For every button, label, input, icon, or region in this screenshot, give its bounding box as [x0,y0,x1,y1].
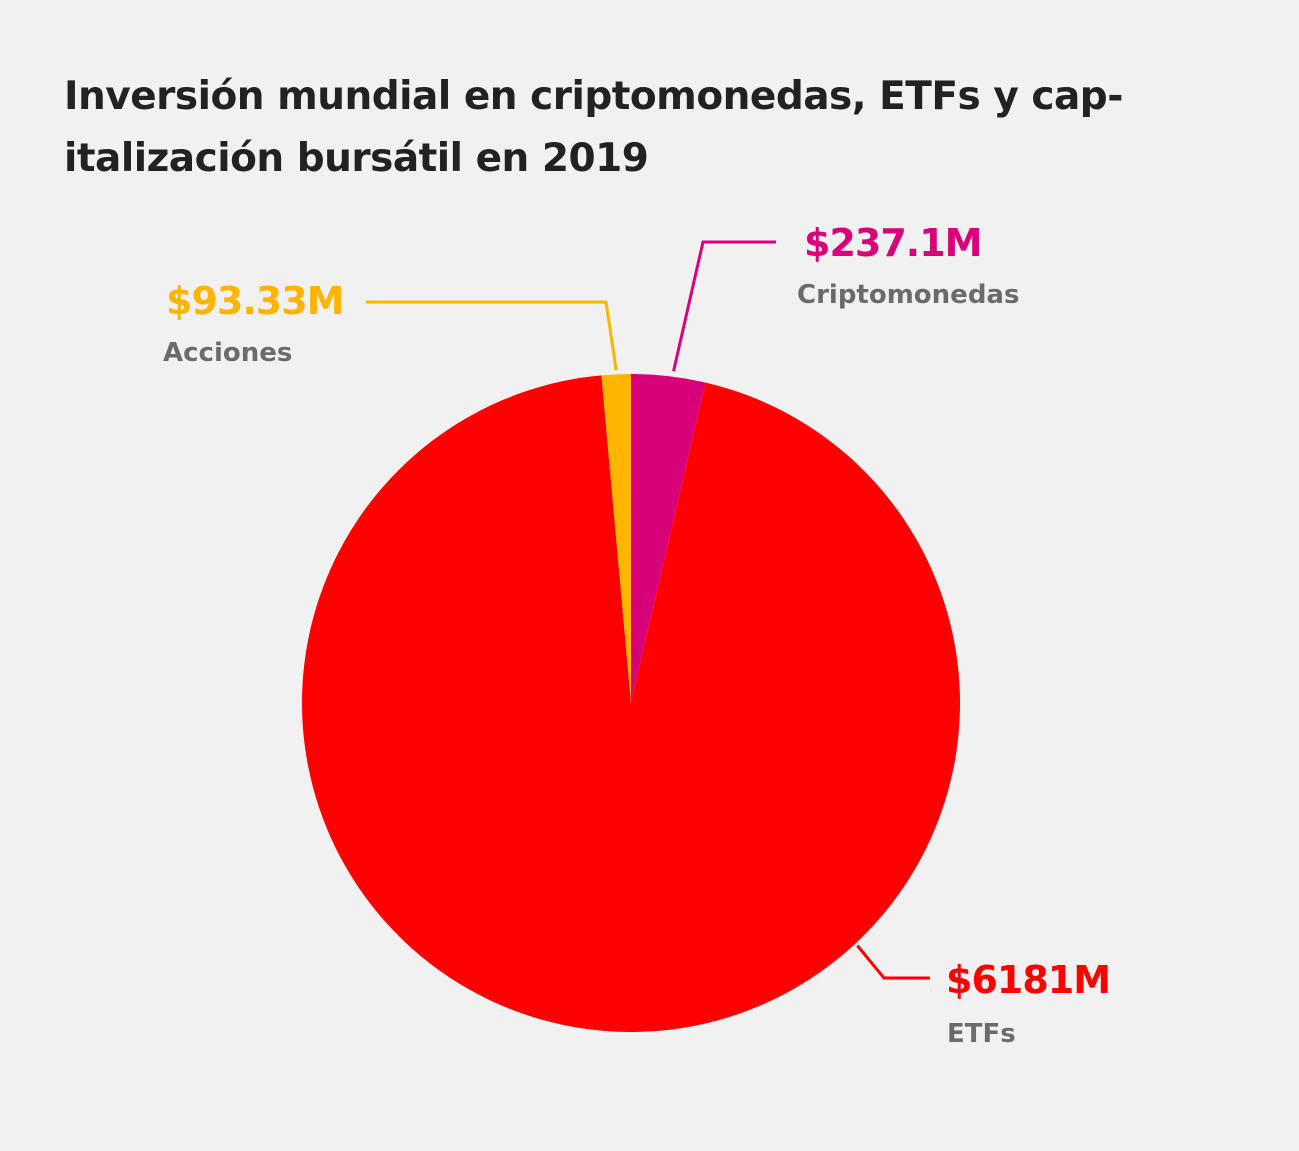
pie-slice-criptomonedas [631,374,706,703]
leader-lines [366,240,930,980]
slice-category-label-acciones: Acciones [163,338,292,368]
slice-value-label-etfs: $6181M [946,958,1110,1002]
chart-title-line-1: Inversión mundial en criptomonedas, ETFs… [64,74,1123,119]
slice-category-label-criptomonedas: Criptomonedas [797,280,1019,310]
chart-title-line-2: italización bursátil en 2019 [64,136,649,181]
leader-line-etfs [856,944,930,980]
pie-slice-etfs [302,375,960,1033]
slice-category-label-etfs: ETFs [947,1019,1016,1049]
leader-line-criptomonedas [672,240,776,372]
pie-slices [302,374,960,1033]
leader-line-acciones [366,300,618,371]
chart-title: Inversión mundial en criptomonedas, ETFs… [64,66,1124,190]
slice-value-label-acciones: $93.33M [166,279,343,323]
pie-slice-acciones [601,374,631,703]
slice-value-label-criptomonedas: $237.1M [804,221,981,265]
